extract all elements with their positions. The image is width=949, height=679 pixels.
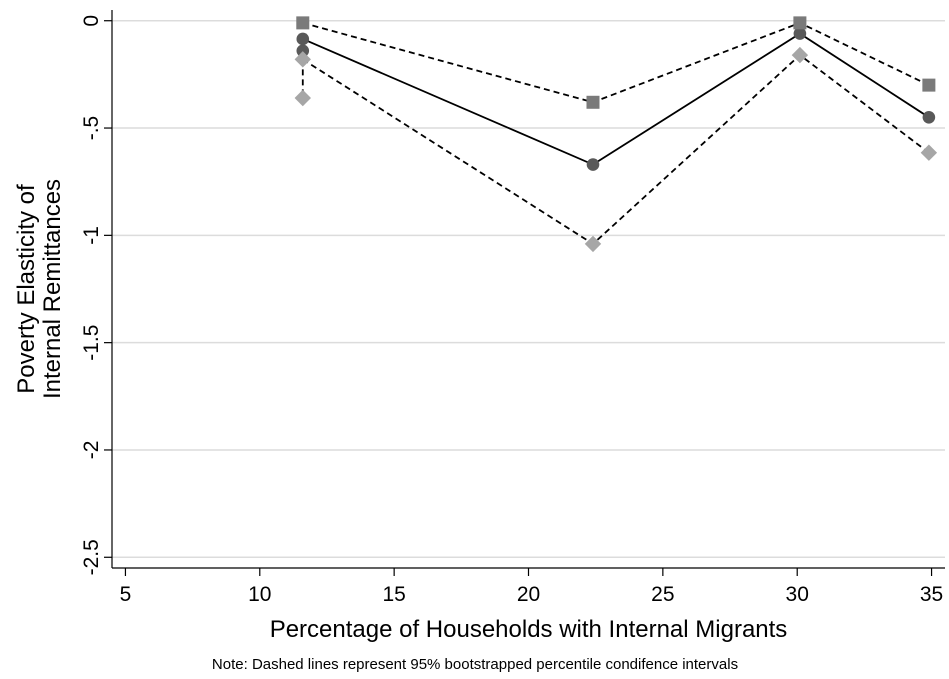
series-line-estimate — [302, 32, 930, 166]
point-lower-ci — [584, 235, 602, 253]
y-tick-label: 0 — [80, 15, 103, 27]
extra-point-circle — [296, 44, 310, 58]
x-axis-title: Percentage of Households with Internal M… — [270, 616, 788, 643]
point-upper-ci — [296, 16, 310, 30]
x-tick-label: 15 — [382, 583, 405, 606]
series-markers — [294, 16, 938, 253]
point-upper-ci — [586, 95, 600, 109]
point-estimate — [296, 32, 310, 46]
y-tick-label: -1 — [80, 226, 103, 245]
point-lower-ci — [791, 46, 809, 64]
point-upper-ci — [793, 16, 807, 30]
point-lower-ci — [294, 51, 311, 68]
point-estimate — [586, 158, 600, 171]
y-tick-label: -2 — [80, 441, 103, 460]
y-axis-title-line-2: Internal Remittances — [39, 179, 66, 399]
series-lines — [301, 21, 930, 246]
point-estimate — [922, 111, 936, 124]
axes — [104, 10, 945, 576]
x-tick-label: 5 — [120, 583, 132, 606]
y-tick-label: -.5 — [80, 116, 103, 141]
series-line-lower-ci — [302, 53, 930, 246]
point-estimate — [793, 27, 807, 40]
x-tick-label: 20 — [517, 583, 540, 606]
x-tick-label: 35 — [920, 583, 943, 606]
point-lower-ci — [920, 144, 938, 161]
tick-labels: 0 -.5 -1 -1.5 -2 -2.5 5 10 15 20 25 30 35 — [80, 15, 943, 606]
extra-point-diamond — [294, 89, 311, 107]
x-tick-label: 10 — [248, 583, 271, 606]
y-tick-label: -2.5 — [80, 539, 103, 575]
y-axis-title-line-1: Poverty Elasticity of — [13, 184, 40, 394]
series-line-upper-ci — [302, 21, 930, 104]
grid-lines — [112, 19, 945, 559]
point-upper-ci — [922, 78, 936, 92]
y-tick-label: -1.5 — [80, 325, 103, 361]
chart-note: Note: Dashed lines represent 95% bootstr… — [212, 656, 738, 673]
x-tick-label: 30 — [786, 583, 809, 606]
x-tick-label: 25 — [651, 583, 674, 606]
